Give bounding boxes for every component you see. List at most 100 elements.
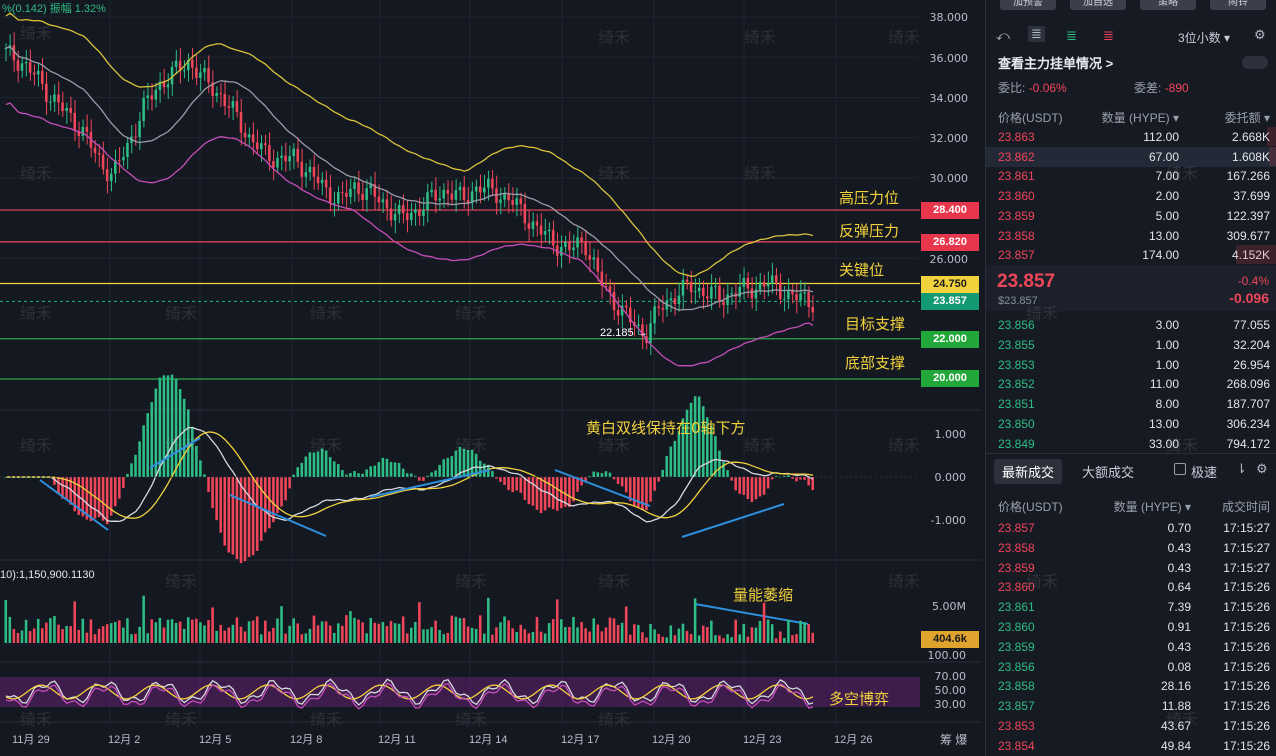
back-icon[interactable]: ⤺ xyxy=(996,28,1010,43)
book-bids-icon[interactable]: ≣ xyxy=(1066,28,1077,43)
volume-bar xyxy=(195,618,198,643)
strategy-button[interactable]: 策略 xyxy=(1140,0,1196,10)
add-alert-button[interactable]: 加预警 xyxy=(1000,0,1056,10)
rsi-line-3 xyxy=(5,682,814,710)
ask-row[interactable]: 23.857 174.00 4.152K xyxy=(986,245,1276,265)
volume-bar xyxy=(746,636,750,643)
trade-row[interactable]: 23.857 11.88 17:15:26 xyxy=(986,696,1276,716)
macd-bar xyxy=(474,453,478,477)
macd-bar xyxy=(568,477,571,508)
add-favorite-button[interactable]: 加自选 xyxy=(1070,0,1126,10)
macd-bar xyxy=(243,477,247,562)
depth-title-link[interactable]: 查看主力挂单情况 > xyxy=(998,56,1114,71)
kline-chart[interactable]: %(0.142) 振幅 1.32% 10):1,150,900.1130 38.… xyxy=(0,0,982,756)
trade-row[interactable]: 23.858 28.16 17:15:26 xyxy=(986,676,1276,696)
trade-time: 17:15:27 xyxy=(1223,540,1270,555)
tab-latest-trades[interactable]: 最新成交 xyxy=(994,459,1063,484)
trade-row[interactable]: 23.856 0.08 17:15:26 xyxy=(986,657,1276,677)
volume-bar xyxy=(426,629,429,643)
macd-bar xyxy=(247,477,251,558)
trade-row[interactable]: 23.861 7.39 17:15:26 xyxy=(986,597,1276,617)
alarm-button[interactable]: 闹铃 xyxy=(1210,0,1266,10)
candle-body xyxy=(166,84,170,88)
book-asks-icon[interactable]: ≣ xyxy=(1103,28,1114,43)
settings-icon[interactable]: ⚙ xyxy=(1256,461,1268,476)
candle-body xyxy=(259,143,263,150)
precision-select[interactable]: 3位小数 ▾ xyxy=(1178,31,1231,45)
volume-bar xyxy=(312,615,316,643)
col-qty[interactable]: 数量 (HYPE) ▾ xyxy=(1101,111,1179,125)
macd-bar xyxy=(758,477,762,497)
volume-bar xyxy=(592,618,596,643)
bid-row[interactable]: 23.852 11.00 268.096 xyxy=(986,374,1276,394)
trade-row[interactable]: 23.860 0.91 17:15:26 xyxy=(986,617,1276,637)
ask-row[interactable]: 23.860 2.00 37.699 xyxy=(986,186,1276,206)
bid-row[interactable]: 23.856 3.00 77.055 xyxy=(986,315,1276,335)
bid-row[interactable]: 23.855 1.00 32.204 xyxy=(986,335,1276,355)
volume-bar xyxy=(203,625,206,643)
volume-bar xyxy=(555,599,559,643)
bid-row[interactable]: 23.853 1.00 26.954 xyxy=(986,355,1276,375)
volume-bar xyxy=(101,626,105,643)
trade-row[interactable]: 23.858 0.43 17:15:27 xyxy=(986,538,1276,558)
col-price[interactable]: 价格(USDT) xyxy=(998,111,1063,125)
ask-row[interactable]: 23.858 13.00 309.677 xyxy=(986,226,1276,246)
candle-body xyxy=(795,294,798,301)
volume-bar xyxy=(32,628,36,643)
candle-body xyxy=(109,173,113,182)
bid-row[interactable]: 23.850 13.00 306.234 xyxy=(986,414,1276,434)
volume-bar xyxy=(341,625,344,643)
volume-bar xyxy=(113,621,117,643)
settings-icon[interactable]: ⚙ xyxy=(1254,27,1266,42)
macd-bar xyxy=(235,477,239,560)
candle-body xyxy=(24,62,28,64)
ask-row[interactable]: 23.862 67.00 1.608K xyxy=(986,146,1276,167)
trade-price: 23.857 xyxy=(998,699,1035,714)
trade-row[interactable]: 23.859 0.43 17:15:26 xyxy=(986,637,1276,657)
bid-row[interactable]: 23.849 33.00 794.172 xyxy=(986,434,1276,454)
ask-row[interactable]: 23.863 112.00 2.668K xyxy=(986,127,1276,147)
toggle-switch[interactable] xyxy=(1242,56,1268,69)
ask-row[interactable]: 23.859 5.00 122.397 xyxy=(986,206,1276,226)
trade-row[interactable]: 23.860 0.64 17:15:26 xyxy=(986,577,1276,597)
macd-bar xyxy=(466,449,470,477)
volume-bar xyxy=(580,622,583,643)
macd-bar xyxy=(633,477,636,506)
macd-bar xyxy=(750,477,754,503)
macd-bar xyxy=(718,450,721,477)
candle-body xyxy=(560,246,563,256)
diff-label: 委差: xyxy=(1134,81,1162,95)
boll-upper-line xyxy=(5,12,814,278)
candle-body xyxy=(276,157,279,168)
chart-canvas[interactable] xyxy=(0,0,982,756)
trade-row[interactable]: 23.853 43.67 17:15:26 xyxy=(986,716,1276,736)
bid-row[interactable]: 23.851 8.00 187.707 xyxy=(986,394,1276,414)
macd-bar xyxy=(746,477,750,500)
candle-body xyxy=(641,324,644,337)
tab-large-trades[interactable]: 大额成交 xyxy=(1082,465,1135,480)
trade-time: 17:15:27 xyxy=(1223,521,1270,535)
trade-row[interactable]: 23.857 0.70 17:15:27 xyxy=(986,518,1276,538)
volume-bar xyxy=(442,634,445,643)
watermark: 绮禾 xyxy=(310,304,343,323)
trade-row[interactable]: 23.854 49.84 17:15:26 xyxy=(986,736,1276,756)
candle-body xyxy=(369,184,373,189)
filter-icon[interactable]: ⇂ xyxy=(1236,461,1247,476)
volume-bar xyxy=(397,623,401,643)
trade-row[interactable]: 23.859 0.43 17:15:27 xyxy=(986,558,1276,578)
last-price-block: 23.857 $23.857 -0.4% -0.096 xyxy=(986,265,1276,311)
macd-bar xyxy=(649,477,652,502)
volume-bar xyxy=(462,618,466,643)
candle-body xyxy=(219,93,222,95)
ask-row[interactable]: 23.861 7.00 167.266 xyxy=(986,166,1276,186)
fast-checkbox[interactable] xyxy=(1174,463,1186,475)
col-amount[interactable]: 委托额 ▾ xyxy=(1224,111,1270,125)
macd-bar xyxy=(681,418,685,477)
col-trade-qty[interactable]: 数量 (HYPE) ▾ xyxy=(1113,500,1191,514)
candle-body xyxy=(576,237,579,248)
book-both-icon[interactable]: ≣ xyxy=(1028,26,1045,42)
watermark: 绮禾 xyxy=(310,436,343,455)
chip-burst-toggle[interactable]: 筹 爆 xyxy=(940,733,968,747)
macd-bar xyxy=(535,477,539,510)
macd-bar xyxy=(608,472,612,477)
